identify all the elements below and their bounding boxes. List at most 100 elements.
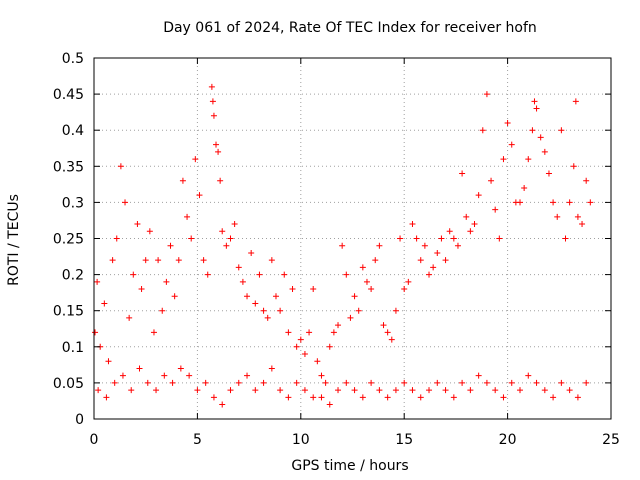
data-point (256, 271, 263, 278)
data-point (293, 379, 300, 386)
data-point (479, 127, 486, 134)
data-point (94, 278, 101, 285)
data-point (500, 156, 507, 163)
data-point (239, 278, 246, 285)
data-point (326, 343, 333, 350)
data-point (163, 278, 170, 285)
data-point (583, 379, 590, 386)
y-tick-label: 0.25 (53, 232, 84, 248)
data-point (159, 307, 166, 314)
data-point (339, 242, 346, 249)
data-point (562, 235, 569, 242)
data-point (293, 343, 300, 350)
data-point (227, 235, 234, 242)
data-point (318, 394, 325, 401)
data-point (409, 221, 416, 228)
data-point (401, 379, 408, 386)
data-point (392, 307, 399, 314)
data-point (171, 293, 178, 300)
data-point (359, 264, 366, 271)
data-point (533, 379, 540, 386)
data-point (545, 170, 552, 177)
data-point (285, 329, 292, 336)
data-point (322, 379, 329, 386)
data-point (343, 271, 350, 278)
data-point (463, 213, 470, 220)
data-point (504, 119, 511, 126)
data-point (122, 199, 129, 206)
data-point (521, 184, 528, 191)
data-point (95, 387, 102, 394)
data-point (550, 199, 557, 206)
data-point (376, 242, 383, 249)
data-point (146, 228, 153, 235)
data-point (188, 235, 195, 242)
data-point (213, 141, 220, 148)
data-point (531, 98, 538, 105)
data-point (219, 228, 226, 235)
data-point (153, 387, 160, 394)
data-point (161, 372, 168, 379)
y-tick-label: 0.15 (53, 304, 84, 320)
data-point (438, 235, 445, 242)
data-point (525, 372, 532, 379)
data-point (306, 329, 313, 336)
data-point (169, 379, 176, 386)
data-point (252, 387, 259, 394)
data-point (417, 257, 424, 264)
data-point (130, 271, 137, 278)
data-point (335, 322, 342, 329)
y-tick-labels: 0 0.05 0.1 0.15 0.2 0.25 0.3 0.35 0.4 0.45 0.5 (53, 51, 84, 428)
data-point (467, 387, 474, 394)
data-point (113, 235, 120, 242)
data-point (380, 322, 387, 329)
x-tick-label: 10 (292, 432, 310, 448)
data-point (264, 314, 271, 321)
data-point (574, 213, 581, 220)
data-point (525, 156, 532, 163)
data-point (417, 394, 424, 401)
data-point (209, 98, 216, 105)
data-point (405, 278, 412, 285)
data-point (541, 148, 548, 155)
data-point (459, 379, 466, 386)
data-point (184, 213, 191, 220)
data-point (363, 278, 370, 285)
data-point (136, 365, 143, 372)
data-point (442, 257, 449, 264)
data-point (508, 379, 515, 386)
data-point (434, 249, 441, 256)
data-point (508, 141, 515, 148)
data-point (550, 394, 557, 401)
data-point (285, 394, 292, 401)
data-point (517, 387, 524, 394)
data-point (326, 401, 333, 408)
data-point (343, 379, 350, 386)
data-point (558, 379, 565, 386)
y-tick-label: 0.35 (53, 159, 84, 175)
data-point (467, 228, 474, 235)
y-tick-label: 0.45 (53, 87, 84, 103)
data-point (446, 228, 453, 235)
data-point (413, 235, 420, 242)
data-point (138, 286, 145, 293)
data-point (500, 394, 507, 401)
data-point (117, 163, 124, 170)
data-point (430, 264, 437, 271)
data-point (111, 379, 118, 386)
x-tick-label: 20 (499, 432, 517, 448)
data-point (583, 177, 590, 184)
data-point (384, 394, 391, 401)
data-point (318, 372, 325, 379)
data-point (268, 365, 275, 372)
data-point (388, 336, 395, 343)
data-point (421, 242, 428, 249)
data-point (492, 206, 499, 213)
data-point (109, 257, 116, 264)
data-point (301, 351, 308, 358)
data-point (397, 235, 404, 242)
data-point (301, 387, 308, 394)
data-point (335, 387, 342, 394)
data-point (231, 221, 238, 228)
